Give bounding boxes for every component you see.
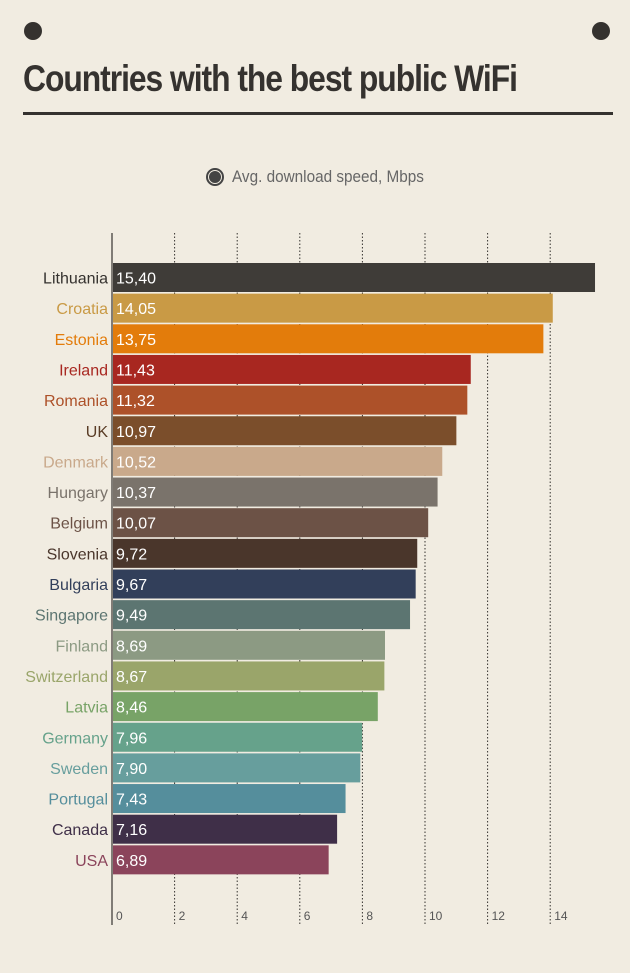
category-label: Latvia xyxy=(65,700,108,717)
bar-uk xyxy=(113,416,457,446)
bar-value-label: 15,40 xyxy=(116,271,156,288)
bar-value-label: 14,05 xyxy=(116,301,156,318)
bar-value-label: 10,52 xyxy=(116,454,156,471)
bar-value-label: 6,89 xyxy=(116,853,147,870)
x-tick-label: 14 xyxy=(554,909,568,923)
bar-value-label: 11,43 xyxy=(116,362,155,379)
bar-romania xyxy=(113,385,468,415)
category-label: Portugal xyxy=(48,792,108,809)
category-label: Romania xyxy=(44,393,108,410)
bar-value-label: 7,96 xyxy=(116,730,147,747)
category-label: Estonia xyxy=(55,332,108,349)
bar-value-label: 9,67 xyxy=(116,577,147,594)
category-label: Singapore xyxy=(35,608,108,625)
category-label: Denmark xyxy=(43,454,109,471)
bar-value-label: 7,90 xyxy=(116,761,147,778)
bar-value-label: 7,43 xyxy=(116,792,147,809)
category-label: Sweden xyxy=(50,761,108,778)
bar-value-label: 9,49 xyxy=(116,608,147,625)
x-tick-label: 2 xyxy=(179,909,186,923)
bar-bulgaria xyxy=(113,569,416,599)
category-label: UK xyxy=(86,424,109,441)
bar-switzerland xyxy=(113,661,385,691)
bar-sweden xyxy=(113,753,361,783)
bar-portugal xyxy=(113,784,346,814)
bar-ireland xyxy=(113,354,471,384)
bar-value-label: 10,97 xyxy=(116,424,156,441)
bar-croatia xyxy=(113,293,553,323)
bar-value-label: 8,67 xyxy=(116,669,147,686)
x-tick-label: 8 xyxy=(366,909,373,923)
bar-value-label: 9,72 xyxy=(116,546,147,563)
bar-latvia xyxy=(113,692,378,722)
legend: Avg. download speed, Mbps xyxy=(206,167,445,187)
chart-title: Countries with the best public WiFi xyxy=(23,58,518,99)
legend-label: Avg. download speed, Mbps xyxy=(232,167,424,186)
category-label: Lithuania xyxy=(43,271,108,288)
legend-marker-icon xyxy=(206,168,224,186)
bar-usa xyxy=(113,845,329,875)
bar-value-label: 7,16 xyxy=(116,822,147,839)
title-divider xyxy=(23,112,613,115)
category-label: Hungary xyxy=(48,485,108,502)
category-label: Germany xyxy=(42,730,108,747)
bar-value-label: 10,07 xyxy=(116,516,156,533)
bar-denmark xyxy=(113,446,443,476)
bar-finland xyxy=(113,630,385,660)
category-label: Canada xyxy=(52,822,108,839)
bar-value-label: 8,69 xyxy=(116,638,147,655)
category-label: Finland xyxy=(56,638,108,655)
bar-estonia xyxy=(113,324,544,354)
category-label: Belgium xyxy=(50,516,108,533)
pin-right-icon xyxy=(592,22,610,40)
category-label: Switzerland xyxy=(25,669,108,686)
category-label: USA xyxy=(75,853,108,870)
x-tick-label: 4 xyxy=(241,909,248,923)
bar-value-label: 13,75 xyxy=(116,332,156,349)
category-label: Croatia xyxy=(56,301,108,318)
category-label: Bulgaria xyxy=(49,577,108,594)
bar-value-label: 11,32 xyxy=(116,393,155,410)
pin-left-icon xyxy=(24,22,42,40)
bar-value-label: 8,46 xyxy=(116,700,147,717)
category-label: Slovenia xyxy=(47,546,108,563)
bar-lithuania xyxy=(113,263,596,292)
x-tick-label: 6 xyxy=(304,909,311,923)
bar-slovenia xyxy=(113,538,418,568)
bar-germany xyxy=(113,722,363,752)
bar-hungary xyxy=(113,477,438,507)
bar-singapore xyxy=(113,600,411,630)
bar-value-label: 10,37 xyxy=(116,485,156,502)
x-tick-label: 12 xyxy=(492,909,506,923)
bar-canada xyxy=(113,814,338,844)
bar-belgium xyxy=(113,508,429,538)
x-tick-label: 10 xyxy=(429,909,443,923)
category-label: Ireland xyxy=(59,362,108,379)
x-tick-label: 0 xyxy=(116,909,123,923)
